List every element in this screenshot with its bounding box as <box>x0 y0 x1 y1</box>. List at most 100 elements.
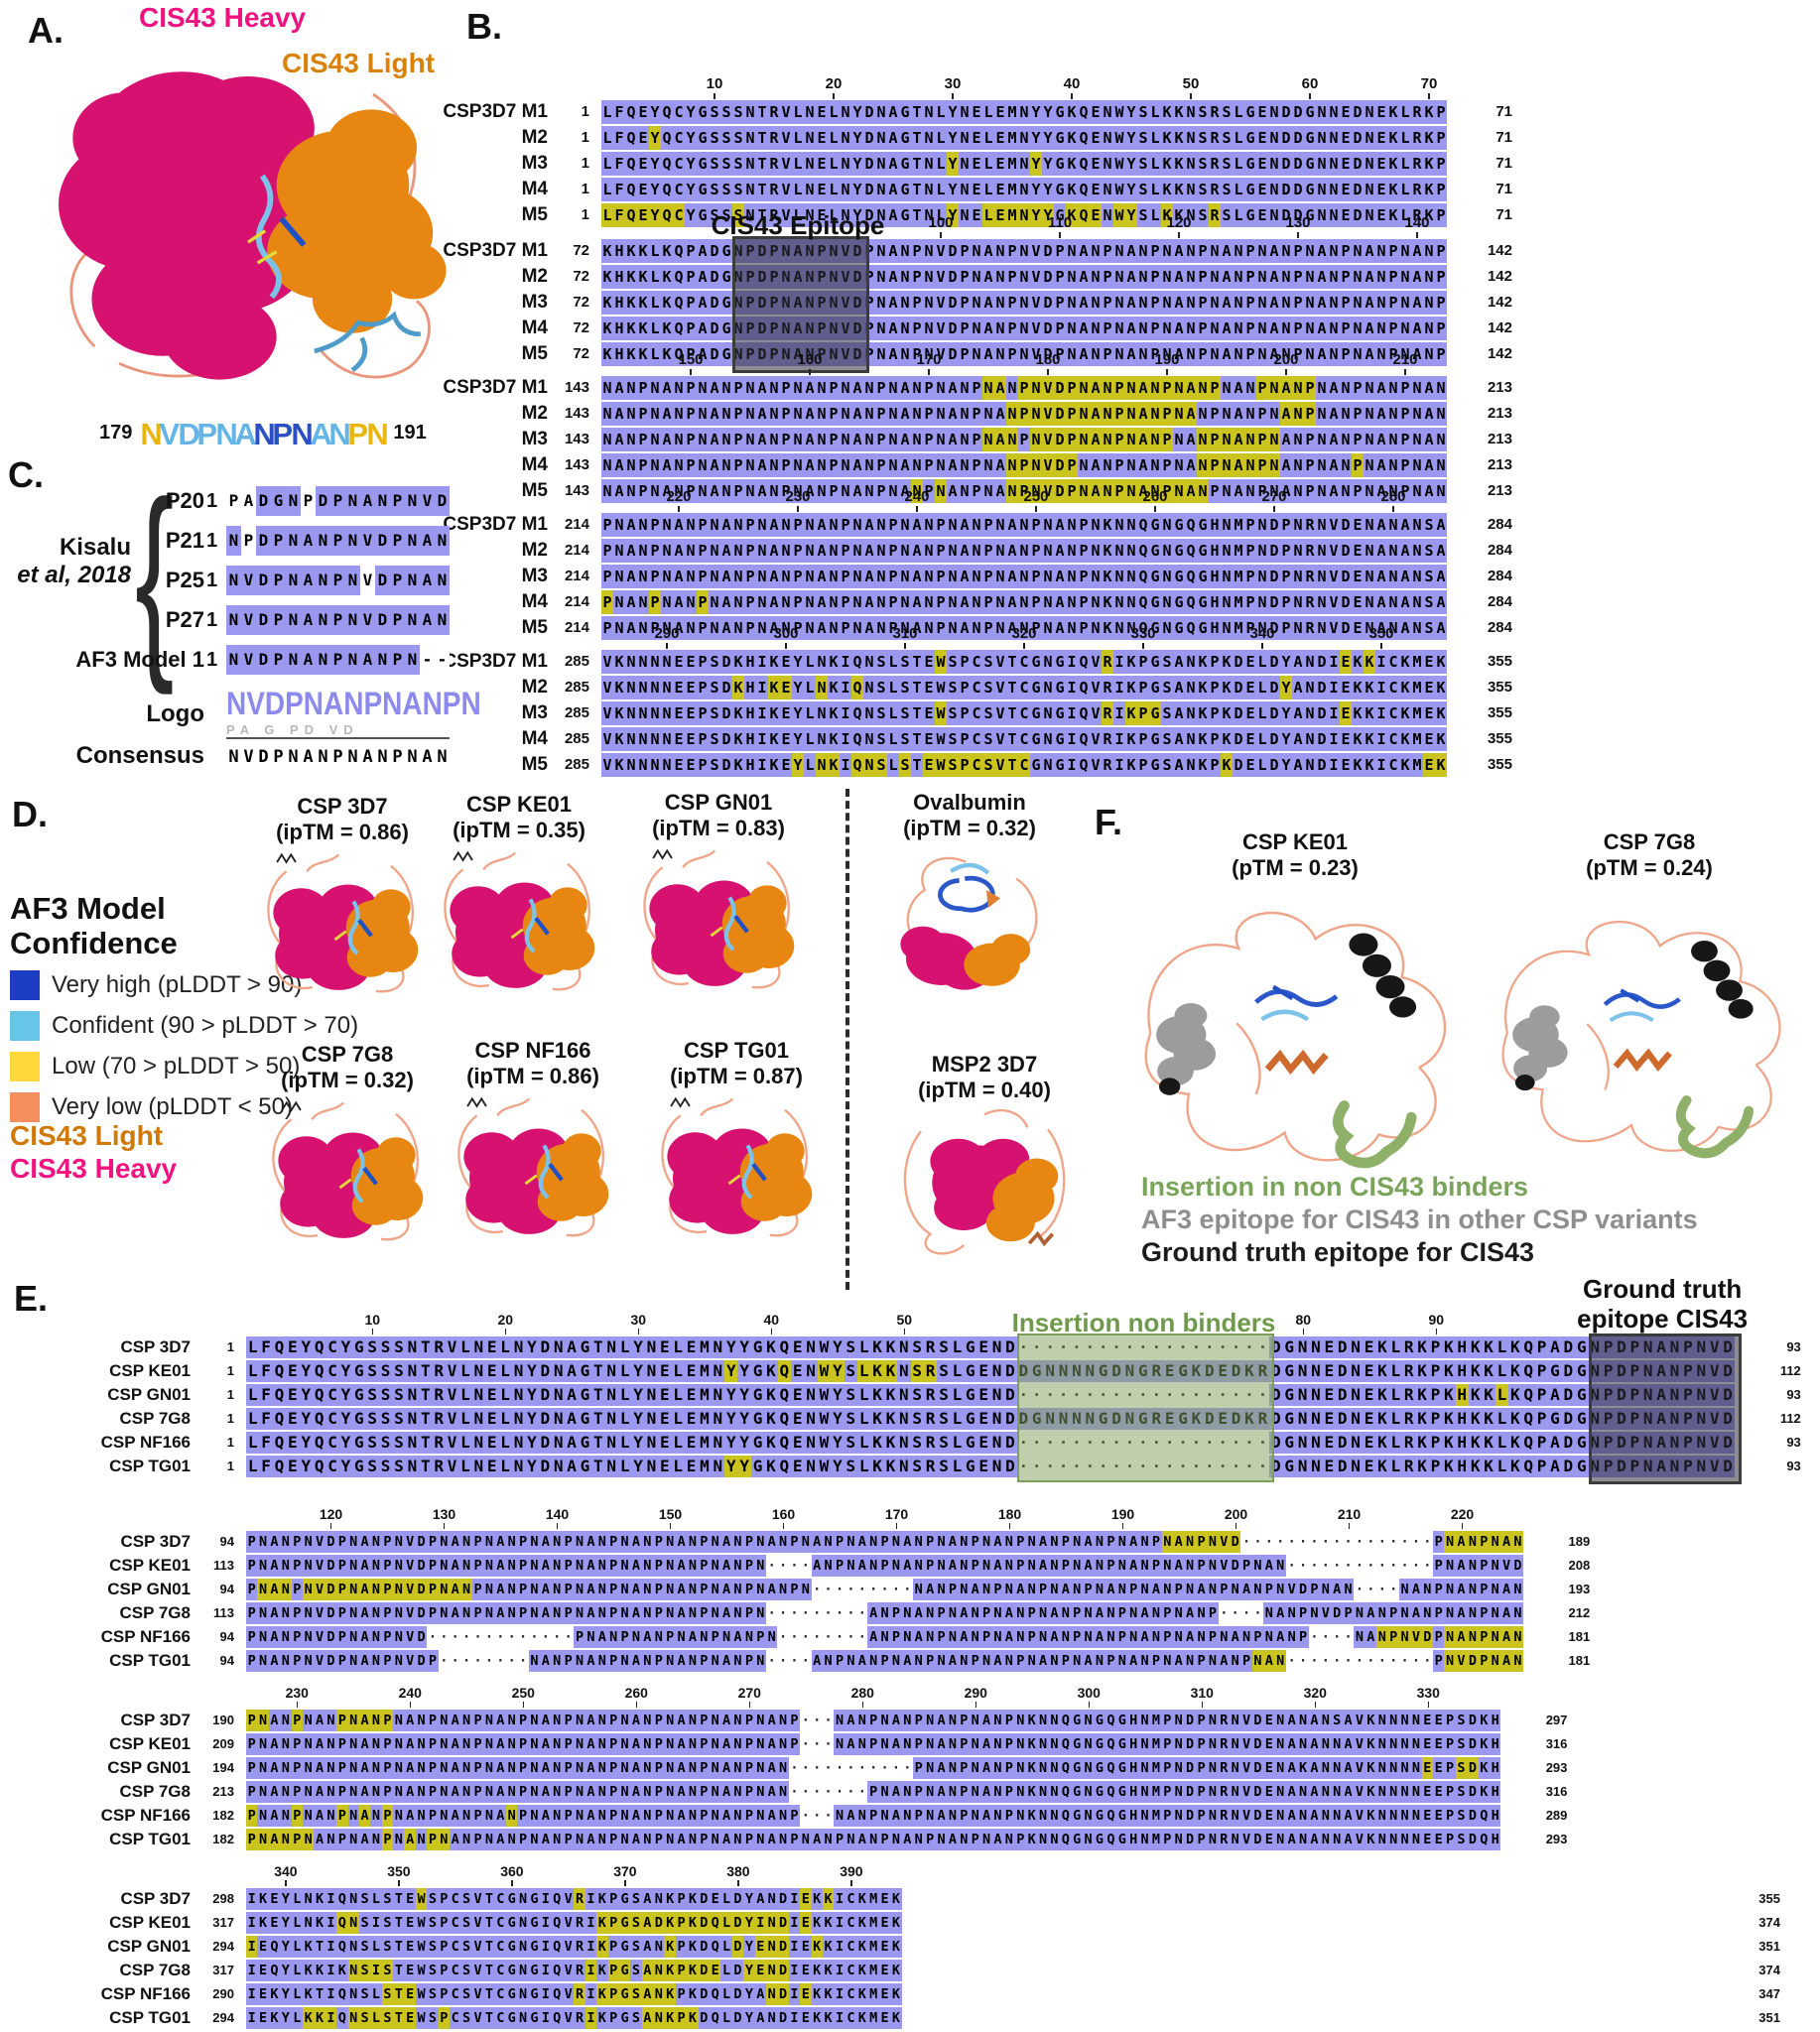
sequence-start-number: 290 <box>212 1986 234 2001</box>
confidence-label: Very high (pLDDT > 90) <box>52 971 303 998</box>
sequence-label: CSP 3D7 <box>120 1532 191 1551</box>
peptide-row: P20 1 P A D G N P D P N A N P N V D <box>36 486 492 516</box>
sequence-label: M2 <box>521 677 548 698</box>
alignment-row: M4 72 K H K K L K Q P A D G N P D P N A N P N V D P N A N P N V D P N A N P N… <box>427 316 1512 341</box>
ruler-tick: 130 <box>1268 214 1328 238</box>
ruler-tick: 360 <box>482 1863 542 1886</box>
ruler-tick: 210 <box>1320 1506 1379 1529</box>
sequence-label: CSP KE01 <box>109 1361 191 1380</box>
sequence-label: M2 <box>521 403 548 424</box>
sequence-start-number: 1 <box>581 206 589 223</box>
confidence-label: Low (70 > pLDDT > 50) <box>52 1053 301 1080</box>
peptide-label: AF3 Model 1 <box>75 647 204 672</box>
sequence-end-number: 93 <box>1786 1435 1801 1450</box>
d-legend-title-1: AF3 Model <box>10 891 166 926</box>
sequence-label: CSP GN01 <box>107 1937 191 1956</box>
alignment-row: CSP NF166 182 P N A N P N A N P N A N P N A N P N A N P N A N P N A N… <box>36 1804 1567 1828</box>
structure-render <box>248 1093 447 1252</box>
alignment-row: CSP 3D7 190 P N A N P N A N P N A N P N A N P N A N P N A N P N A N P N… <box>36 1709 1567 1732</box>
sequence-end-number: 189 <box>1568 1534 1591 1549</box>
ruler-tick: 20 <box>475 1312 535 1334</box>
structure-score: (ipTM = 0.86) <box>466 1064 599 1088</box>
structure-name: CSP 7G8 <box>1603 829 1696 854</box>
alignment-block: 10 20 30 40 50 60 70 CSP3D7 M1 1 L F Q E Y Q C Y G S S S N T R V… <box>427 75 1512 228</box>
sequence-label: M2 <box>521 127 548 148</box>
sequence-end-number: 289 <box>1545 1808 1568 1823</box>
structure-score: (ipTM = 0.32) <box>281 1068 414 1092</box>
sequence-start-number: 194 <box>212 1760 234 1775</box>
sequence-start-number: 94 <box>219 1534 234 1549</box>
sequence-start-number: 1 <box>226 1411 234 1426</box>
sequence-end-number: 355 <box>1487 756 1512 773</box>
ruler-tick: 20 <box>804 75 863 99</box>
epitope-letter: V <box>159 417 181 451</box>
sequence-label: CSP 3D7 <box>120 1711 191 1729</box>
panel-b-label: B. <box>466 6 502 47</box>
sequence-label: M3 <box>521 429 548 449</box>
alignment-row: M2 72 K H K K L K Q P A D G N P D P N A N P N V D P N A N P N V D P N A N P N… <box>427 264 1512 290</box>
ruler-tick: 390 <box>822 1863 881 1886</box>
sequence-start-number: 143 <box>564 456 589 473</box>
sequence-cells: P N A N P N V D P N A N P N V D P · · · · · · · · N A N P N A N P N A N P N A N… <box>246 1650 1524 1676</box>
sequence-end-number: 355 <box>1487 730 1512 747</box>
sequence-start-number: 1 <box>226 1363 234 1378</box>
sequence-label: CSP3D7 M1 <box>443 101 548 122</box>
sequence-end-number: 351 <box>1758 2010 1780 2025</box>
sequence-label: M4 <box>521 454 548 475</box>
sequence-start-number: 317 <box>212 1915 234 1930</box>
structure-render <box>434 1089 632 1248</box>
sequence-end-number: 213 <box>1487 431 1512 447</box>
ruler-tick: 270 <box>719 1685 779 1708</box>
structure-score: (ipTM = 0.32) <box>903 816 1036 840</box>
sequence-end-number: 181 <box>1568 1653 1591 1668</box>
ruler-tick: 300 <box>756 625 816 649</box>
panel-a-epitope-sequence: 179 NVDPNANPNANPN 191 <box>99 417 427 452</box>
sequence-end-number: 297 <box>1545 1713 1568 1727</box>
alignment-row: CSP3D7 M1 143 N A N P N A N P N A N P N A N P N A N P N A N P N A N P… <box>427 375 1512 401</box>
alignment-row: M2 1 L F Q E Y Q C Y G S S S N T R V L N E L N Y D N A G T N L Y N E L E M N Y… <box>427 125 1512 151</box>
ruler-tick: 100 <box>911 214 971 238</box>
alignment-row: M4 214 P N A N P N A N P N A N P N A N P N A N P N A N P N A N P N A N P N A… <box>427 589 1512 615</box>
structure-thumbnail: CSP NF166 (ipTM = 0.86) <box>434 1038 632 1253</box>
alignment-block: 100 110 120 130 140 CSP3D7 M1 72 K H K K L K Q P A D G N P D… <box>427 210 1512 373</box>
panel-e-label: E. <box>14 1278 49 1319</box>
sequence-end-number: 284 <box>1487 619 1512 636</box>
kisalu-label-1: Kisalu <box>59 534 131 561</box>
structure-name: MSP2 3D7 <box>931 1052 1038 1077</box>
ruler-tick: 240 <box>380 1685 440 1708</box>
sequence-start-number: 285 <box>564 730 589 747</box>
confidence-label: Very low (pLDDT < 50) <box>52 1093 293 1120</box>
chain-label: CIS43 Light <box>10 1120 164 1151</box>
ruler-tick: 180 <box>1018 351 1078 375</box>
epitope-letter: N <box>140 417 163 451</box>
structure-thumbnail: CSP KE01 (pTM = 0.23) <box>1136 829 1454 881</box>
ruler-tick: 370 <box>595 1863 655 1886</box>
structure-score: (ipTM = 0.35) <box>453 818 585 842</box>
alignment-row: CSP3D7 M1 285 V K N N N N E E P S D K H I K E Y L N K I Q N S L S T E… <box>427 649 1512 675</box>
structure-score: (ipTM = 0.86) <box>276 820 409 844</box>
sequence-start-number: 214 <box>564 568 589 584</box>
sequence-label: CSP TG01 <box>109 2008 191 2027</box>
sequence-end-number: 208 <box>1568 1558 1591 1573</box>
ruler-tick: 290 <box>637 625 697 649</box>
ruler-tick: 80 <box>1273 1312 1333 1334</box>
epitope-letter: D <box>178 417 200 451</box>
sequence-start-number: 1 <box>581 103 589 120</box>
